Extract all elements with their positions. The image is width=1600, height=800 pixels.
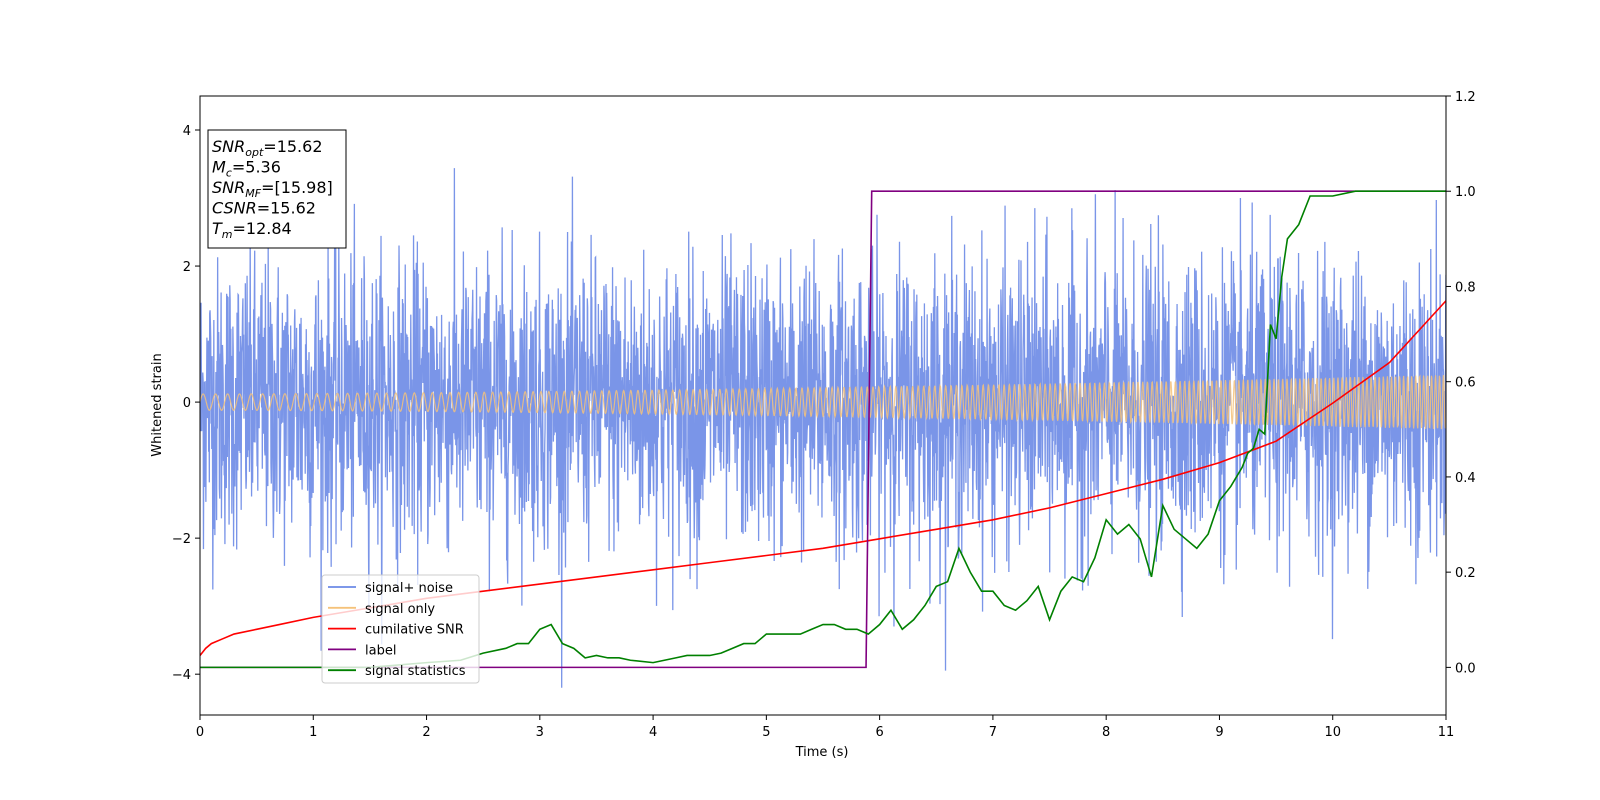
x-tick-label: 10 [1324, 725, 1341, 740]
x-tick-label: 7 [989, 725, 997, 740]
legend-label: cumilative SNR [365, 623, 464, 638]
info-value: =15.62 [257, 199, 316, 218]
x-tick-label: 4 [649, 725, 657, 740]
y-tick-label: −2 [172, 532, 191, 547]
info-subscript: m [222, 228, 233, 241]
plot-area [200, 168, 1446, 688]
info-subscript: opt [245, 146, 264, 159]
axes-frame [199, 95, 1447, 716]
x-tick-label: 1 [309, 725, 317, 740]
x-tick-label: 6 [875, 725, 883, 740]
x-axis: 0 1 2 3 4 5 6 7 8 9 10 11 [196, 715, 1454, 740]
y-tick-label: 2 [183, 260, 191, 275]
y2-tick-label: 1.0 [1455, 185, 1476, 200]
y2-tick-label: 0.6 [1455, 376, 1476, 391]
info-symbol: M [212, 158, 226, 177]
legend-frame [321, 574, 480, 684]
info-subscript: c [226, 167, 232, 180]
y-tick-label: 4 [183, 124, 191, 139]
y-axis-right: 0.0 0.2 0.4 0.6 0.8 1.0 1.2 [1446, 90, 1476, 676]
y2-tick-label: 1.2 [1455, 90, 1476, 105]
x-tick-label: 11 [1438, 725, 1455, 740]
legend: signal+ noise signal only cumilative SNR la… [321, 574, 480, 684]
info-symbol: SNR [212, 178, 245, 197]
legend-label: signal only [365, 602, 435, 617]
x-axis-label: Time (s) [795, 745, 849, 760]
y-tick-label: 0 [183, 396, 191, 411]
legend-label: label [365, 643, 396, 658]
series-signal-only [200, 374, 1446, 430]
info-symbol: CSNR [212, 199, 257, 218]
y2-tick-label: 0.4 [1455, 471, 1476, 486]
x-tick-label: 2 [422, 725, 430, 740]
info-value: =15.62 [263, 137, 322, 156]
x-tick-label: 8 [1102, 725, 1110, 740]
info-box: SNRopt=15.62Mc=5.36SNRMF=[15.98]CSNR=15.… [207, 129, 347, 249]
series-label [200, 190, 1446, 669]
info-symbol: T [212, 219, 223, 238]
x-tick-label: 9 [1215, 725, 1223, 740]
info-line: CSNR=15.62 [212, 199, 316, 218]
info-value: =5.36 [232, 158, 281, 177]
y-axis-label: Whitened strain [150, 353, 165, 456]
y2-tick-label: 0.2 [1455, 566, 1476, 581]
x-tick-label: 3 [536, 725, 544, 740]
series-cumulative-snr [200, 300, 1446, 656]
legend-label: signal+ noise [365, 581, 453, 596]
y-axis-left: −4 −2 0 2 4 [172, 124, 200, 683]
y2-tick-label: 0.8 [1455, 280, 1476, 295]
info-box-frame [207, 129, 347, 249]
info-value: =12.84 [233, 219, 292, 238]
info-subscript: MF [245, 187, 261, 200]
info-line: SNRopt=15.62 [212, 137, 323, 159]
info-value: =[15.98] [261, 178, 333, 197]
info-line: Mc=5.36 [212, 158, 281, 180]
series-signal-statistics [200, 190, 1446, 669]
y2-tick-label: 0.0 [1455, 661, 1476, 676]
y-tick-label: −4 [172, 668, 191, 683]
info-line: Tm=12.84 [212, 219, 292, 241]
legend-label: signal statistics [365, 664, 466, 679]
x-tick-label: 5 [762, 725, 770, 740]
info-symbol: SNR [212, 137, 245, 156]
info-line: SNRMF=[15.98] [212, 178, 333, 200]
x-tick-label: 0 [196, 725, 204, 740]
